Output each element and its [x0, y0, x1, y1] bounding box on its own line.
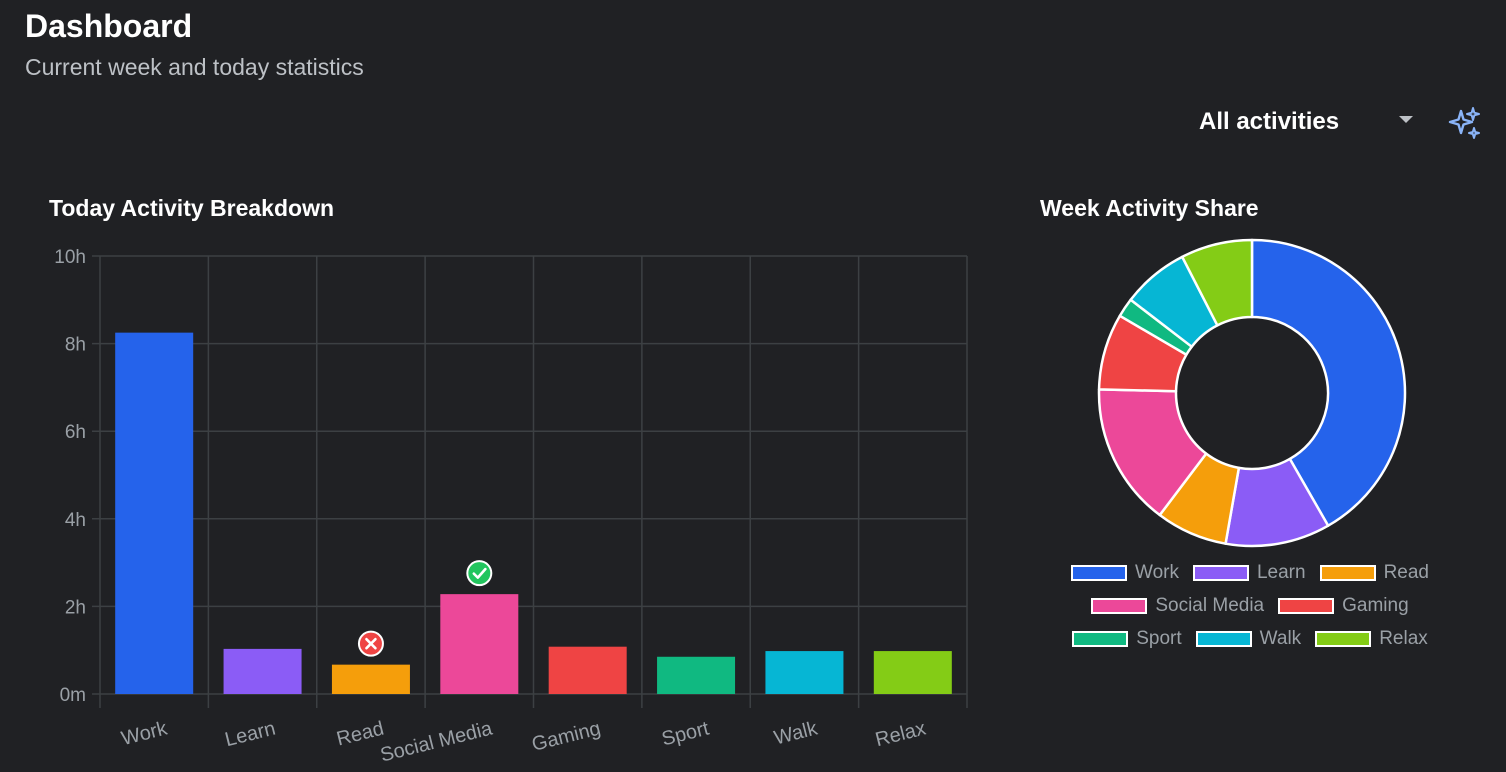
x-tick-label: Learn	[223, 718, 278, 752]
legend-item-learn[interactable]: Learn	[1192, 561, 1306, 584]
bar-sport[interactable]	[657, 656, 736, 694]
legend-label: Walk	[1259, 627, 1302, 649]
x-tick-label: Sport	[660, 717, 712, 750]
slice-work[interactable]	[1250, 238, 1407, 527]
bar-social-media[interactable]	[440, 594, 519, 694]
legend-swatch	[1091, 597, 1148, 614]
legend-row: Sport Walk Relax	[1040, 622, 1460, 655]
goal-missed-icon	[357, 630, 384, 657]
legend-swatch	[1319, 564, 1376, 581]
legend-item-gaming[interactable]: Gaming	[1278, 595, 1409, 617]
x-tick-label: Social Media	[378, 717, 495, 766]
bar-gaming[interactable]	[548, 646, 627, 694]
y-tick-label: 2h	[65, 597, 86, 618]
legend-swatch	[1192, 564, 1249, 581]
sparkle-icon	[1448, 107, 1480, 139]
legend-label: Sport	[1136, 627, 1182, 649]
legend-swatch	[1315, 630, 1372, 647]
caret-down-icon	[1399, 115, 1413, 123]
legend-row: Work Learn Read	[1040, 556, 1460, 589]
legend-item-walk[interactable]: Walk	[1195, 627, 1302, 650]
legend-label: Learn	[1256, 561, 1306, 583]
x-tick-label: Walk	[772, 717, 821, 749]
page-subtitle: Current week and today statistics	[25, 54, 364, 80]
bar-relax[interactable]	[873, 651, 952, 694]
slice-relax[interactable]	[1180, 238, 1254, 327]
week-chart-title: Week Activity Share	[1040, 195, 1259, 221]
page-title: Dashboard	[25, 8, 193, 44]
legend-item-sport[interactable]: Sport	[1072, 627, 1182, 650]
legend-label: Social Media	[1155, 594, 1265, 616]
x-tick-label: Relax	[873, 718, 928, 752]
week-activity-donut-chart	[1097, 238, 1407, 548]
legend-swatch	[1278, 597, 1335, 614]
legend-label: Relax	[1379, 627, 1428, 649]
week-activity-legend: Work Learn Read Social Media Gaming Sport Walk…	[1040, 556, 1460, 655]
legend-swatch	[1195, 630, 1252, 647]
today-chart-title: Today Activity Breakdown	[49, 195, 335, 221]
legend-swatch	[1070, 564, 1127, 581]
y-tick-label: 10h	[54, 247, 86, 268]
slice-social-media[interactable]	[1097, 388, 1208, 517]
legend-label: Work	[1134, 561, 1179, 583]
sparkle-button[interactable]	[1444, 104, 1484, 144]
goal-met-icon	[466, 560, 493, 587]
y-tick-label: 6h	[65, 422, 86, 443]
activity-filter-dropdown[interactable]: All activities	[1190, 100, 1422, 144]
legend-item-social-media[interactable]: Social Media	[1091, 595, 1264, 617]
legend-label: Gaming	[1342, 594, 1409, 616]
legend-item-read[interactable]: Read	[1319, 561, 1429, 584]
bar-walk[interactable]	[765, 651, 844, 694]
legend-item-relax[interactable]: Relax	[1315, 628, 1428, 650]
bar-read[interactable]	[331, 664, 410, 694]
y-tick-label: 4h	[65, 510, 86, 531]
x-tick-label: Gaming	[530, 718, 603, 756]
legend-row: Social Media Gaming	[1040, 589, 1460, 622]
bar-work[interactable]	[115, 332, 194, 694]
y-tick-label: 0m	[60, 685, 86, 706]
bar-learn[interactable]	[223, 648, 302, 694]
legend-label: Read	[1383, 561, 1429, 583]
legend-swatch	[1072, 630, 1129, 647]
x-tick-label: Work	[119, 717, 170, 750]
legend-item-work[interactable]: Work	[1070, 561, 1179, 584]
y-tick-label: 8h	[65, 335, 86, 356]
activity-filter-selected: All activities	[1199, 108, 1340, 135]
